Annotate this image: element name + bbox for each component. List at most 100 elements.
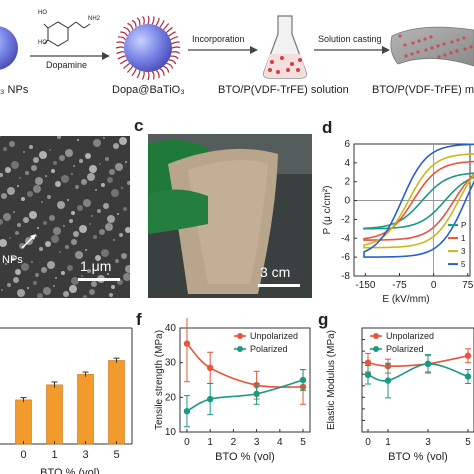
panel-g-label: g bbox=[318, 310, 329, 329]
panel-c-label: c bbox=[134, 116, 144, 135]
step-incorporation-label: Incorporation bbox=[192, 34, 245, 44]
x-axis-label: E (kV/mm) bbox=[382, 294, 429, 305]
xtick-label: 0 bbox=[184, 437, 190, 448]
xtick-label: -75 bbox=[392, 280, 407, 291]
scheme-row: HO HO NH2 Dopamine Incorporation Solutio… bbox=[0, 0, 474, 108]
xtick-label: 2 bbox=[231, 437, 237, 448]
xtick-label: 5 bbox=[300, 437, 306, 448]
plot-frame bbox=[361, 327, 474, 433]
legend-marker bbox=[237, 333, 243, 339]
legend-entry: P bbox=[461, 221, 466, 230]
xtick-label: 0 bbox=[20, 449, 26, 461]
x-axis-label: BTO % (vol) bbox=[215, 451, 275, 463]
y-axis-label: P (μ c/cm²) bbox=[322, 186, 333, 235]
data-point bbox=[364, 359, 372, 366]
tensile-strength-chart: 10 20 30 40 0 1 2 3 4 5 BTO % (vol) Tensile strengt… bbox=[154, 318, 311, 463]
step-casting-label: Solution casting bbox=[318, 34, 382, 44]
nps-arrow-label: NPs bbox=[2, 254, 23, 266]
legend-entry: Unpolarized bbox=[250, 331, 298, 341]
series-line-0 bbox=[367, 354, 469, 367]
ytick-label: 30 bbox=[165, 358, 177, 369]
legend-entry: Unpolarized bbox=[386, 331, 434, 341]
panel-f-label: f bbox=[136, 310, 142, 329]
hysteresis-loop-3 bbox=[363, 143, 474, 258]
micro-scale-line bbox=[78, 278, 120, 281]
data-point bbox=[253, 390, 260, 398]
ytick-label: -4 bbox=[341, 233, 350, 244]
ytick-label: 10 bbox=[165, 427, 177, 438]
data-point bbox=[183, 340, 191, 347]
legend-entry: 1 bbox=[461, 234, 466, 243]
membrane-label: BTO/P(VDF-TrFE) m bbox=[372, 84, 474, 96]
hysteresis-loop-2 bbox=[363, 153, 474, 249]
dopa-batio3-sphere bbox=[115, 15, 181, 81]
photo-graphics bbox=[148, 134, 312, 298]
legend-entry: 5 bbox=[461, 260, 466, 269]
batio3-nps-label: ₃ NPs bbox=[0, 84, 29, 96]
legend-marker bbox=[373, 346, 379, 352]
data-point bbox=[364, 371, 372, 378]
xtick-label: 1 bbox=[385, 437, 391, 448]
micro-scale-text: 1 μm bbox=[80, 258, 112, 274]
legend-marker bbox=[237, 346, 243, 352]
xtick-label: 0 bbox=[365, 437, 371, 448]
flask-icon bbox=[263, 15, 307, 79]
dopamine-molecule bbox=[43, 21, 91, 47]
hysteresis-loop-1 bbox=[363, 160, 474, 241]
scheme-graphics bbox=[0, 15, 474, 81]
sem-micrograph: NPs 1 μm bbox=[0, 136, 130, 298]
photo-scale-line bbox=[258, 284, 300, 287]
series-line-1 bbox=[367, 363, 469, 382]
data-point bbox=[464, 352, 472, 359]
film-sheet bbox=[390, 26, 474, 67]
legend-marker bbox=[373, 333, 379, 339]
ytick-label: -2 bbox=[341, 214, 350, 225]
plot-frame bbox=[353, 143, 471, 277]
x-axis-label: BTO % (vol) bbox=[40, 467, 100, 474]
bar-3 bbox=[77, 374, 94, 445]
bar-0 bbox=[15, 399, 32, 445]
film-photo: 3 cm bbox=[148, 134, 312, 298]
plot-frame bbox=[179, 327, 311, 433]
ytick-label: -8 bbox=[341, 271, 350, 282]
y-axis-label: Elastic Modulus (MPa) bbox=[326, 330, 337, 430]
molecule-label-ho2: HO bbox=[38, 40, 47, 46]
ytick-label: 40 bbox=[165, 323, 177, 334]
data-point bbox=[206, 364, 214, 372]
ytick-label: 6 bbox=[344, 139, 350, 150]
data-point bbox=[183, 408, 191, 415]
xtick-label: 75 bbox=[462, 280, 474, 291]
xtick-label: 0 bbox=[431, 280, 437, 291]
y-axis-label: Tensile strength (MPa) bbox=[154, 330, 165, 430]
x-axis-label: BTO % (vol) bbox=[388, 451, 448, 463]
data-point bbox=[424, 360, 432, 368]
ytick-label: 20 bbox=[165, 392, 177, 403]
xtick-label: 5 bbox=[113, 449, 119, 461]
ytick-label: 0 bbox=[344, 196, 350, 207]
bar-5 bbox=[108, 360, 125, 445]
xtick-label: 5 bbox=[465, 437, 471, 448]
legend-entry: 3 bbox=[461, 247, 466, 256]
hysteresis-loop-0 bbox=[363, 172, 474, 230]
photo-scale-text: 3 cm bbox=[260, 264, 291, 280]
xtick-label: 3 bbox=[425, 437, 431, 448]
dopa-batio3-label: Dopa@BaTiO₃ bbox=[112, 84, 185, 96]
molecule-label-ho1: HO bbox=[38, 10, 47, 16]
legend-entry: Polarized bbox=[386, 344, 424, 354]
xtick-label: 1 bbox=[207, 437, 213, 448]
solution-label: BTO/P(VDF-TrFE) solution bbox=[218, 84, 349, 96]
ytick-label: 4 bbox=[344, 158, 350, 169]
xtick-label: 1 bbox=[51, 449, 57, 461]
data-point bbox=[206, 395, 214, 403]
bar-chart: 0 1 3 5 BTO % (vol) bbox=[0, 327, 133, 474]
xtick-label: 3 bbox=[82, 449, 88, 461]
data-point bbox=[299, 376, 307, 384]
legend-entry: Polarized bbox=[250, 344, 288, 354]
data-point bbox=[384, 377, 392, 384]
data-point bbox=[464, 373, 472, 380]
step-dopamine-label: Dopamine bbox=[46, 60, 88, 70]
ytick-label: 2 bbox=[344, 177, 350, 188]
bar-1 bbox=[46, 384, 63, 445]
batio3-sphere bbox=[0, 26, 18, 70]
ytick-label: -6 bbox=[341, 252, 350, 263]
